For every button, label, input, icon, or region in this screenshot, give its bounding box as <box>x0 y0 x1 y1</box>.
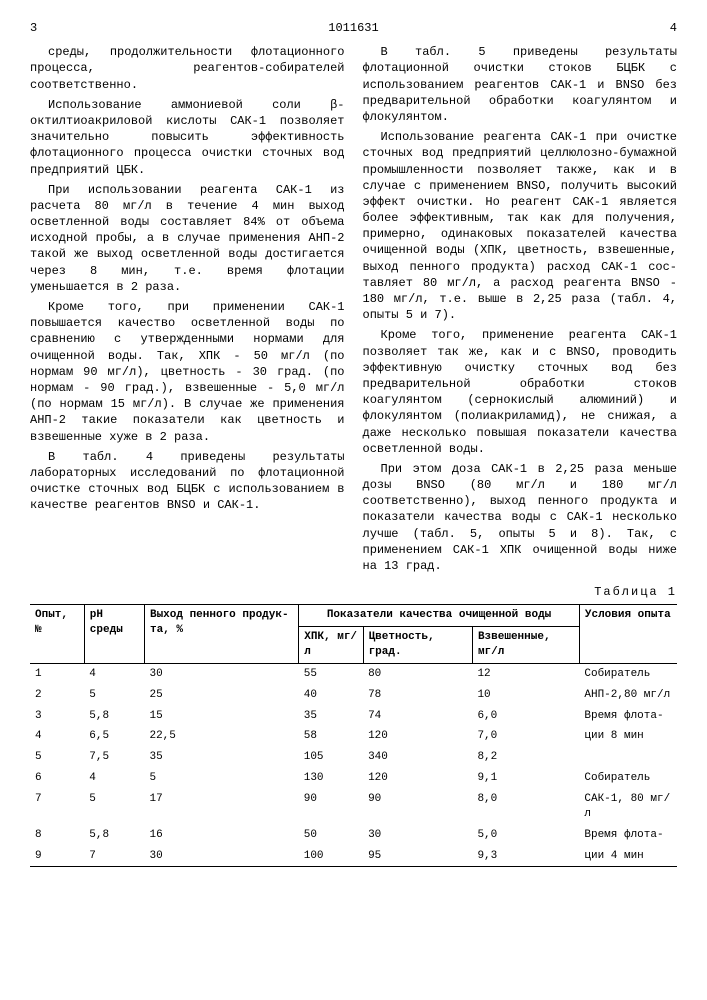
cell: 4 <box>84 663 144 684</box>
left-column: среды, продолжительности флотацион­ного … <box>30 44 345 578</box>
cell: 30 <box>363 825 472 846</box>
cell: 5 <box>30 747 84 768</box>
cell: 6,5 <box>84 726 144 747</box>
cell: 1 <box>30 663 84 684</box>
table-row: 6 4 5 130 120 9,1 Собиратель <box>30 768 677 789</box>
cell: 4 <box>30 726 84 747</box>
table-body: 1 4 30 55 80 12 Собиратель 2 5 25 40 78 … <box>30 663 677 866</box>
right-column: В табл. 5 приведены результаты флотацион… <box>363 44 678 578</box>
right-para-2: Использование реагента САК-1 при очистке… <box>363 129 678 323</box>
cell: 6 <box>30 768 84 789</box>
left-para-4: Кроме того, при применении САК-1 повышае… <box>30 299 345 445</box>
cell: 8,2 <box>472 747 579 768</box>
cell: 340 <box>363 747 472 768</box>
cell: 105 <box>299 747 363 768</box>
cell: 22,5 <box>144 726 298 747</box>
page-num-left: 3 <box>30 20 60 36</box>
cell: 5 <box>144 768 298 789</box>
left-para-2: Использование аммониевой соли β-октилтио… <box>30 97 345 178</box>
cell: 120 <box>363 768 472 789</box>
table-row: 7 5 17 90 90 8,0 САК-1, 80 мг/л <box>30 789 677 825</box>
table-row: 2 5 25 40 78 10 АНП-2,80 мг/л <box>30 685 677 706</box>
cell: 30 <box>144 663 298 684</box>
page-num-right: 4 <box>647 20 677 36</box>
th-xpk: ХПК, мг/л <box>299 627 363 664</box>
cell: Время флота- <box>579 825 677 846</box>
cell: ции 4 мин <box>579 846 677 867</box>
th-opyt: Опыт, № <box>30 605 84 664</box>
cell: 5,8 <box>84 825 144 846</box>
cell: 7,0 <box>472 726 579 747</box>
cell: 9,3 <box>472 846 579 867</box>
th-ph: рН среды <box>84 605 144 664</box>
th-quality: Показатели качества очищенной воды <box>299 605 580 627</box>
cell: 50 <box>299 825 363 846</box>
cell: 90 <box>363 789 472 825</box>
cell: 100 <box>299 846 363 867</box>
table-row: 1 4 30 55 80 12 Собиратель <box>30 663 677 684</box>
cell: 2 <box>30 685 84 706</box>
table-row: 8 5,8 16 50 30 5,0 Время флота- <box>30 825 677 846</box>
cell: Собиратель <box>579 663 677 684</box>
cell: АНП-2,80 мг/л <box>579 685 677 706</box>
cell: 16 <box>144 825 298 846</box>
cell: 40 <box>299 685 363 706</box>
cell <box>579 747 677 768</box>
th-color: Цветность, град. <box>363 627 472 664</box>
cell: 7 <box>30 789 84 825</box>
left-para-5: В табл. 4 приведены результаты лаборатор… <box>30 449 345 514</box>
doc-number: 1011631 <box>60 20 647 36</box>
cell: 12 <box>472 663 579 684</box>
cell: 8 <box>30 825 84 846</box>
cell: 95 <box>363 846 472 867</box>
table-caption: Таблица 1 <box>30 584 677 600</box>
cell: 58 <box>299 726 363 747</box>
cell: 10 <box>472 685 579 706</box>
cell: 7,5 <box>84 747 144 768</box>
cell: 35 <box>299 706 363 727</box>
cell: 9,1 <box>472 768 579 789</box>
table-row: 9 7 30 100 95 9,3 ции 4 мин <box>30 846 677 867</box>
right-para-3: Кроме того, применение реагента САК-1 по… <box>363 327 678 457</box>
right-para-1: В табл. 5 приведены результаты флотацион… <box>363 44 678 125</box>
cell: 6,0 <box>472 706 579 727</box>
cell: 30 <box>144 846 298 867</box>
cell: 4 <box>84 768 144 789</box>
cell: 15 <box>144 706 298 727</box>
cell: 5,0 <box>472 825 579 846</box>
th-foam: Выход пенного продук­та, % <box>144 605 298 664</box>
cell: 7 <box>84 846 144 867</box>
cell: 8,0 <box>472 789 579 825</box>
table-row: 5 7,5 35 105 340 8,2 <box>30 747 677 768</box>
cell: 3 <box>30 706 84 727</box>
table-row: 3 5,8 15 35 74 6,0 Время флота- <box>30 706 677 727</box>
cell: 55 <box>299 663 363 684</box>
cell: 120 <box>363 726 472 747</box>
cell: Время флота- <box>579 706 677 727</box>
two-column-body: среды, продолжительности флотацион­ного … <box>30 44 677 578</box>
cell: 35 <box>144 747 298 768</box>
th-susp: Взвешен­ные, мг/л <box>472 627 579 664</box>
page-header: 3 1011631 4 <box>30 20 677 36</box>
cell: 5 <box>84 789 144 825</box>
cell: Собиратель <box>579 768 677 789</box>
cell: 78 <box>363 685 472 706</box>
right-para-4: При этом доза САК-1 в 2,25 раза меньше д… <box>363 461 678 574</box>
th-cond: Условия опыта <box>579 605 677 664</box>
cell: САК-1, 80 мг/л <box>579 789 677 825</box>
data-table: Опыт, № рН среды Выход пенного продук­та… <box>30 604 677 867</box>
cell: 17 <box>144 789 298 825</box>
cell: 25 <box>144 685 298 706</box>
cell: ции 8 мин <box>579 726 677 747</box>
cell: 80 <box>363 663 472 684</box>
left-para-3: При использовании реагента САК-1 из расч… <box>30 182 345 295</box>
cell: 5 <box>84 685 144 706</box>
cell: 5,8 <box>84 706 144 727</box>
cell: 90 <box>299 789 363 825</box>
cell: 74 <box>363 706 472 727</box>
cell: 9 <box>30 846 84 867</box>
left-para-1: среды, продолжительности флотацион­ного … <box>30 44 345 93</box>
table-row: 4 6,5 22,5 58 120 7,0 ции 8 мин <box>30 726 677 747</box>
cell: 130 <box>299 768 363 789</box>
